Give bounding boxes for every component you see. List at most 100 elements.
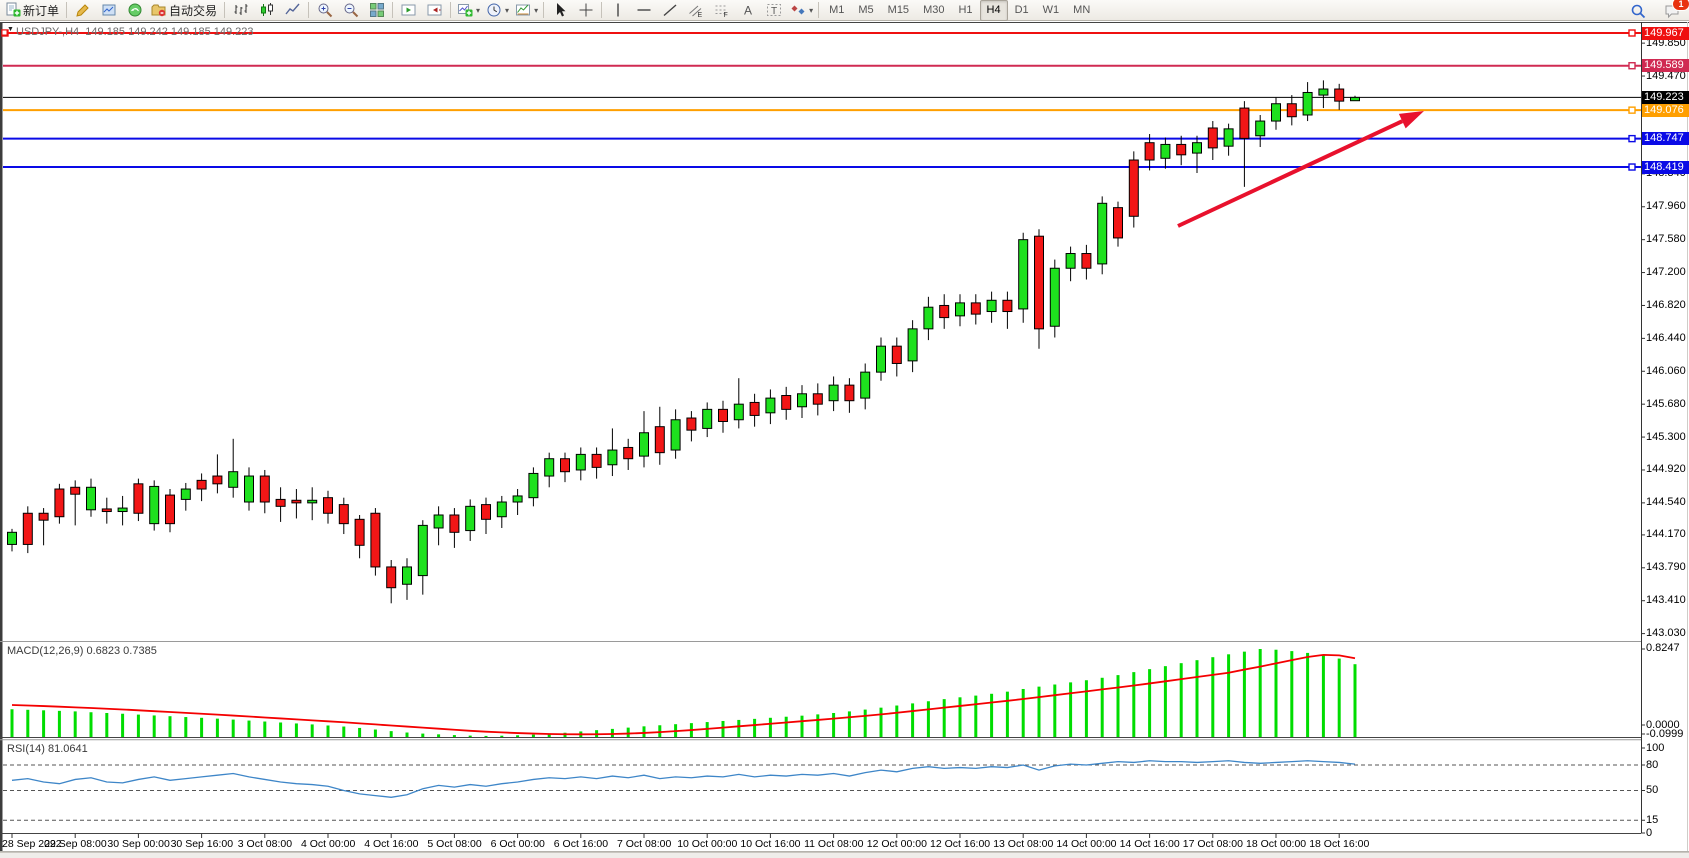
- svg-text:A: A: [744, 4, 752, 18]
- object-anchor-handle[interactable]: [1, 29, 8, 36]
- candle-chart-button[interactable]: [254, 0, 280, 21]
- timeframe-w1[interactable]: W1: [1042, 3, 1060, 16]
- hline-handle[interactable]: [1628, 134, 1636, 143]
- candle-body: [749, 401, 760, 416]
- candle-body: [733, 403, 744, 421]
- cursor-button[interactable]: [547, 0, 573, 21]
- candle-body: [70, 486, 81, 495]
- candle-body: [986, 299, 997, 313]
- periods-button[interactable]: ▾: [483, 0, 512, 21]
- macd-histogram-bar: [437, 734, 441, 737]
- macd-histogram-bar: [1148, 669, 1152, 737]
- auto-scroll-button[interactable]: [396, 0, 422, 21]
- zoom-in-button[interactable]: [312, 0, 338, 21]
- hline-handle[interactable]: [1628, 62, 1636, 70]
- timeframe-m1[interactable]: M1: [829, 3, 845, 16]
- macd-histogram-bar: [200, 717, 204, 737]
- hline-button[interactable]: [631, 0, 657, 21]
- macd-histogram-bar: [516, 735, 520, 737]
- time-tick-label: 6 Oct 00:00: [490, 838, 545, 850]
- rsi-line: [11, 760, 1356, 798]
- candle-body: [386, 566, 397, 589]
- styler-button[interactable]: [70, 0, 96, 21]
- cursor-icon: [557, 3, 566, 17]
- trend-arrow[interactable]: [1177, 119, 1404, 228]
- timeframe-mn[interactable]: MN: [1073, 3, 1091, 16]
- periods-button-dropdown-icon[interactable]: ▾: [505, 5, 510, 15]
- price-tick-label: 149.850: [1646, 36, 1686, 49]
- candle-body: [133, 483, 144, 514]
- toolbar-separator: [308, 2, 310, 18]
- indicators-button[interactable]: ▾: [454, 0, 483, 21]
- autotrading-button[interactable]: 自动交易: [148, 0, 222, 21]
- search-button[interactable]: [1625, 0, 1651, 21]
- chart-object-marker-icon: ▼: [7, 26, 14, 33]
- time-tick-label: 4 Oct 00:00: [301, 838, 356, 850]
- chart-area[interactable]: ▼ USDJPY-,H4 149.185 149.242 149.185 149…: [0, 22, 1689, 852]
- macd-histogram-bar: [152, 715, 156, 737]
- templates-button-dropdown-icon[interactable]: ▾: [534, 5, 539, 15]
- trendline-button[interactable]: [657, 0, 683, 21]
- candle-body: [291, 499, 302, 504]
- candle-body: [496, 501, 507, 518]
- line-chart-button[interactable]: [280, 0, 306, 21]
- price-badge-149.589: 149.589: [1642, 59, 1689, 73]
- trend-arrow-head[interactable]: [1398, 111, 1424, 129]
- profiles-button[interactable]: [96, 0, 122, 21]
- candle-body: [860, 371, 871, 399]
- candle-body: [1318, 88, 1329, 96]
- timeframe-m30[interactable]: M30: [923, 3, 945, 16]
- time-tick-label: 13 Oct 08:00: [993, 838, 1054, 850]
- macd-histogram-bar: [468, 735, 472, 737]
- fibonacci-button[interactable]: F: [709, 0, 735, 21]
- equidistant-channel-button[interactable]: E: [683, 0, 709, 21]
- signals-button[interactable]: [122, 0, 148, 21]
- text-button[interactable]: A: [735, 0, 761, 21]
- macd-histogram-bar: [89, 712, 93, 737]
- macd-histogram-bar: [832, 712, 836, 737]
- chart-shift-button[interactable]: [422, 0, 448, 21]
- candle-body: [228, 471, 239, 488]
- timeframe-h1[interactable]: H1: [958, 3, 973, 16]
- macd-histogram-bar: [721, 720, 725, 737]
- candle-body: [117, 507, 128, 513]
- candle-body: [1049, 267, 1060, 327]
- candle-body: [670, 419, 681, 451]
- timeframe-m5[interactable]: M5: [858, 3, 874, 16]
- timeframe-d1[interactable]: D1: [1014, 3, 1029, 16]
- candle-body: [844, 384, 855, 402]
- macd-histogram-bar: [26, 709, 30, 737]
- arrows-icon: [791, 5, 805, 15]
- tile-windows-button[interactable]: [364, 0, 390, 21]
- zoom-out-button[interactable]: [338, 0, 364, 21]
- timeframe-m15[interactable]: M15: [887, 3, 910, 16]
- notifications-button[interactable]: 1: [1659, 0, 1689, 21]
- bars-chart-button[interactable]: [228, 0, 254, 21]
- macd-histogram-bar: [1353, 664, 1357, 737]
- chart-shift-icon: [427, 4, 442, 16]
- macd-histogram-bar: [373, 729, 377, 737]
- candle-body: [876, 345, 886, 373]
- hline-handle[interactable]: [1628, 163, 1636, 171]
- rsi-axis-15: 15: [1646, 813, 1659, 826]
- arrows-button-dropdown-icon[interactable]: ▾: [809, 5, 814, 15]
- time-tick-label: 12 Oct 00:00: [866, 838, 927, 850]
- vline-button[interactable]: [605, 0, 631, 21]
- hline-handle[interactable]: [1628, 29, 1636, 37]
- arrows-button[interactable]: ▾: [787, 0, 816, 21]
- indicators-button-dropdown-icon[interactable]: ▾: [476, 5, 481, 15]
- templates-button[interactable]: ▾: [512, 0, 541, 21]
- crosshair-button[interactable]: [573, 0, 599, 21]
- new-order-button[interactable]: 新订单: [2, 0, 64, 21]
- macd-histogram-bar: [1084, 680, 1088, 737]
- hline-handle[interactable]: [1628, 106, 1636, 114]
- candle-body: [465, 505, 476, 532]
- chart-canvas[interactable]: [0, 22, 1689, 852]
- price-tick-label: 147.580: [1646, 233, 1686, 246]
- timeframe-h4[interactable]: H4: [979, 0, 1008, 21]
- candle-body: [970, 302, 981, 315]
- macd-histogram-bar: [990, 693, 994, 737]
- text-label-button[interactable]: T: [761, 0, 787, 21]
- profiles-icon: [102, 4, 116, 16]
- candle-body: [1192, 142, 1202, 154]
